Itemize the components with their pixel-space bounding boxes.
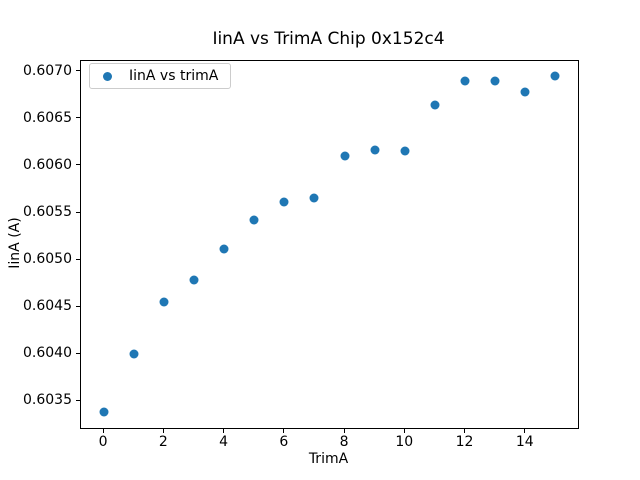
x-tick-mark [524, 429, 526, 433]
x-tick-label: 8 [339, 434, 349, 450]
data-point [490, 76, 500, 86]
x-tick-label: 4 [219, 434, 229, 450]
x-tick-mark [162, 429, 164, 433]
data-point [249, 215, 259, 225]
y-tick-label: 0.6035 [23, 392, 72, 409]
x-axis-label: TrimA [308, 451, 349, 467]
data-point [430, 100, 440, 110]
x-tick-label: 2 [158, 434, 168, 450]
x-tick-mark [223, 429, 225, 433]
y-tick-label: 0.6055 [23, 204, 72, 220]
legend-marker-dot-icon [103, 71, 112, 81]
data-point [520, 87, 530, 97]
x-tick-mark [283, 429, 285, 433]
x-tick-label: 6 [279, 434, 289, 450]
data-point [279, 197, 289, 207]
chart-title: IinA vs TrimA Chip 0x152c4 [212, 29, 445, 49]
x-tick-label: 12 [455, 434, 474, 450]
data-point [189, 275, 199, 285]
legend: IinA vs trimA [89, 63, 232, 89]
y-tick-mark [76, 258, 80, 260]
data-point [370, 145, 380, 155]
legend-label: IinA vs trimA [129, 68, 219, 84]
y-tick-label: 0.6060 [23, 156, 72, 173]
y-tick-mark [76, 399, 80, 401]
y-tick-mark [76, 117, 80, 119]
data-point [129, 349, 139, 359]
x-tick-mark [464, 429, 466, 433]
data-point [309, 193, 319, 203]
plot-area: IinA vs trimA [80, 60, 579, 429]
y-tick-mark [76, 70, 80, 72]
x-tick-mark [403, 429, 405, 433]
data-point [219, 244, 229, 254]
y-tick-label: 0.6045 [23, 298, 72, 315]
y-tick-mark [76, 211, 80, 213]
y-axis-label: IinA (A) [7, 217, 23, 269]
y-tick-label: 0.6040 [23, 345, 72, 362]
y-tick-mark [76, 352, 80, 354]
x-tick-label: 14 [515, 434, 534, 450]
x-tick-mark [102, 429, 104, 433]
data-point [99, 407, 109, 417]
y-tick-mark [76, 164, 80, 166]
data-point [340, 151, 350, 161]
y-tick-mark [76, 305, 80, 307]
data-point [550, 71, 560, 81]
y-tick-label: 0.6070 [23, 62, 72, 79]
x-tick-mark [343, 429, 345, 433]
data-point [159, 297, 169, 307]
x-tick-label: 10 [395, 434, 414, 450]
x-tick-label: 0 [98, 434, 108, 450]
y-tick-label: 0.6050 [23, 251, 72, 268]
data-point [400, 146, 410, 156]
y-tick-label: 0.6065 [23, 109, 72, 126]
data-point [460, 76, 470, 86]
